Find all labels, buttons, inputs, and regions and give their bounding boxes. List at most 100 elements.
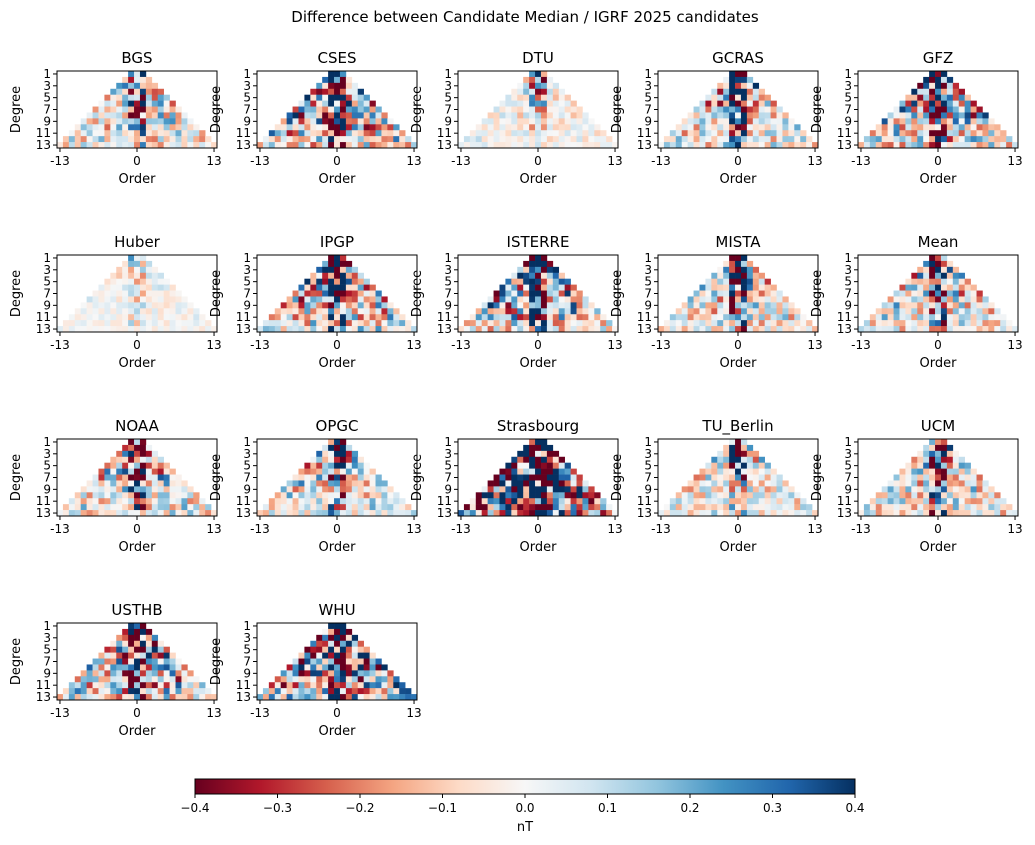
y-tick-label: 9 xyxy=(43,114,51,128)
x-tick-label: 0 xyxy=(133,338,141,352)
heatmap-cell xyxy=(116,694,123,701)
heatmap-cell xyxy=(339,266,347,274)
heatmap-cell xyxy=(705,94,712,101)
x-tick-label: -13 xyxy=(451,154,471,168)
heatmap-cell xyxy=(675,130,683,137)
heatmap-cell xyxy=(139,676,147,683)
heatmap-cell xyxy=(758,456,765,463)
heatmap-cell xyxy=(322,112,329,119)
heatmap-cell xyxy=(952,326,960,333)
heatmap-cell xyxy=(523,504,530,511)
heatmap-cell xyxy=(964,486,971,493)
heatmap-cell xyxy=(582,320,589,327)
colorbar-label: nT xyxy=(517,820,533,835)
heatmap-cell xyxy=(369,480,376,487)
heatmap-cell xyxy=(334,284,341,291)
heatmap-cell xyxy=(505,302,512,309)
heatmap-cell xyxy=(163,486,170,493)
heatmap-cell xyxy=(723,462,730,469)
heatmap-cell xyxy=(339,296,347,303)
heatmap-cell xyxy=(139,634,147,642)
heatmap-cell xyxy=(517,266,524,274)
heatmap-cell xyxy=(122,628,129,636)
heatmap-cell xyxy=(187,142,194,149)
heatmap-cell xyxy=(411,510,418,517)
heatmap-cell xyxy=(487,118,494,125)
heatmap-cell xyxy=(540,498,548,505)
heatmap-cell xyxy=(540,82,548,90)
heatmap-cell xyxy=(752,284,760,291)
heatmap-cell xyxy=(134,646,141,653)
heatmap-cell xyxy=(104,670,111,677)
heatmap-cell xyxy=(92,498,99,505)
heatmap-cell xyxy=(286,308,293,315)
colorbar-tick-label: 0.0 xyxy=(515,801,534,815)
heatmap-cell xyxy=(958,106,965,113)
heatmap-cell xyxy=(469,320,477,327)
heatmap-cell xyxy=(776,308,783,315)
heatmap-cell xyxy=(929,302,936,309)
y-tick-label: 7 xyxy=(243,287,251,301)
heatmap-cell xyxy=(328,510,335,517)
heatmap-cell xyxy=(110,694,117,701)
heatmap-cell xyxy=(893,302,900,309)
heatmap-cell xyxy=(334,106,341,113)
heatmap-cell xyxy=(976,504,983,511)
heatmap-cell xyxy=(699,130,706,137)
heatmap-cell xyxy=(310,136,317,143)
heatmap-cell xyxy=(104,480,111,487)
heatmap-cell xyxy=(304,468,311,475)
heatmap-cell xyxy=(286,504,293,511)
heatmap-cell xyxy=(746,124,754,131)
heatmap-cell xyxy=(157,664,164,671)
heatmap-cell xyxy=(758,290,765,297)
heatmap-cell xyxy=(546,112,554,119)
heatmap-cell xyxy=(157,676,164,683)
heatmap-cell xyxy=(946,302,954,309)
heatmap-cell xyxy=(145,302,153,309)
heatmap-cell xyxy=(499,474,506,481)
heatmap-cell xyxy=(110,130,117,137)
x-tick-label: 0 xyxy=(133,154,141,168)
heatmap-cell xyxy=(458,326,465,333)
heatmap-cell xyxy=(169,468,176,475)
heatmap-cell xyxy=(304,504,311,511)
x-tick-label: 0 xyxy=(333,706,341,720)
heatmap-cell xyxy=(764,278,771,285)
heatmap-cell xyxy=(345,290,353,297)
heatmap-cell xyxy=(375,498,382,505)
heatmap-cell xyxy=(104,142,111,149)
heatmap-cell xyxy=(110,486,117,493)
heatmap-cell xyxy=(110,124,117,131)
heatmap-cell xyxy=(381,670,388,677)
heatmap-cell xyxy=(304,492,311,499)
heatmap-cell xyxy=(334,694,341,701)
heatmap-cell xyxy=(157,498,164,505)
heatmap-cell xyxy=(328,124,335,131)
heatmap-cell xyxy=(970,100,977,107)
heatmap-cell xyxy=(134,676,141,683)
heatmap-cell xyxy=(511,296,518,303)
heatmap-cell xyxy=(552,474,560,481)
heatmap-cell xyxy=(110,314,117,321)
heatmap-cell xyxy=(110,278,117,285)
heatmap-cell xyxy=(517,480,524,487)
heatmap-cell xyxy=(316,480,323,487)
heatmap-cell xyxy=(128,456,135,463)
heatmap-cell xyxy=(122,260,129,268)
heatmap-cell xyxy=(970,314,977,321)
heatmap-cell xyxy=(151,266,159,274)
heatmap-cell xyxy=(893,314,900,321)
panel-title: Mean xyxy=(918,233,959,251)
heatmap-cell xyxy=(911,320,918,327)
heatmap-cell xyxy=(788,510,795,517)
heatmap-cell xyxy=(74,694,82,701)
heatmap-cell xyxy=(110,88,117,95)
heatmap-cell xyxy=(735,255,742,262)
heatmap-cell xyxy=(104,664,111,671)
heatmap-cell xyxy=(899,100,906,107)
heatmap-cell xyxy=(958,468,965,475)
heatmap-cell xyxy=(292,130,299,137)
heatmap-cell xyxy=(552,106,560,113)
